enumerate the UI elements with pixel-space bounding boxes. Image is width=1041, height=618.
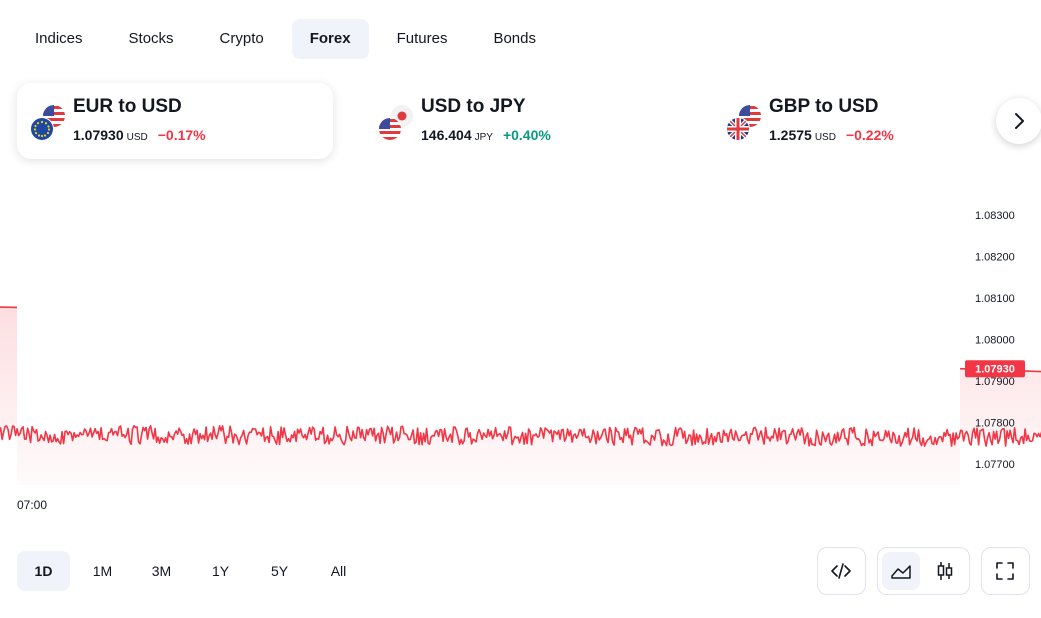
range-all[interactable]: All [330,563,347,579]
range-selector: 1D 1M 3M 1Y 5Y All [17,551,371,591]
range-1y[interactable]: 1Y [211,563,230,579]
symbol-change: +0.40% [502,127,551,143]
price-chart[interactable]: 1.08300 1.08200 1.08100 1.08000 1.07900 1.078… [0,180,1041,520]
fullscreen-button[interactable] [986,552,1024,590]
usd-jpy-flags-icon [378,105,413,141]
embed-button[interactable] [822,552,860,590]
symbol-price-row: 1.07930 USD −0.17% [73,127,206,143]
symbol-name: USD to JPY [421,96,526,117]
candlestick-chart-button[interactable] [926,552,964,590]
symbol-currency: USD [814,132,836,143]
next-symbols-button[interactable] [996,98,1041,144]
fullscreen-icon [996,562,1014,580]
chevron-right-icon [1015,113,1024,129]
price-area-fill [0,307,1041,485]
symbol-currency: USD [126,132,148,143]
symbol-card-eurusd[interactable]: EUR to USD 1.07930 USD −0.17% [17,83,333,159]
last-price-marker: 1.07930 [965,360,1025,378]
embed-button-group [817,547,866,595]
symbol-card-gbpusd[interactable]: GBP to USD 1.2575 USD −0.22% [713,83,1029,159]
y-axis: 1.08300 1.08200 1.08100 1.08000 1.07900 1.078… [975,210,1015,471]
x-axis: 07:0009:0012:0015:0018:0021:002603:0006:… [17,498,47,512]
symbol-cards: EUR to USD 1.07930 USD −0.17% USD to JPY 1… [17,83,1041,159]
price-line [0,306,1041,447]
symbol-name: GBP to USD [769,96,879,117]
range-1d[interactable]: 1D [17,551,70,591]
candlestick-icon [937,562,953,580]
symbol-price-row: 1.2575 USD −0.22% [769,127,894,143]
tab-futures[interactable]: Futures [396,30,448,47]
eur-usd-flags-icon [30,105,65,141]
market-tabs: Indices Stocks Crypto Forex Futures Bond… [17,19,564,59]
tab-indices[interactable]: Indices [35,30,83,47]
area-chart-icon [891,565,911,579]
x-tick-label: 07:00 [17,498,47,512]
range-1m[interactable]: 1M [92,563,113,579]
last-price-label: 1.07930 [975,364,1015,376]
symbol-card-usdjpy[interactable]: USD to JPY 146.404 JPY +0.40% [365,83,681,159]
tab-crypto[interactable]: Crypto [219,30,264,47]
y-tick-label: 1.07800 [975,418,1015,430]
gbp-usd-flags-icon [726,105,761,141]
y-tick-label: 1.07700 [975,459,1015,471]
symbol-price: 1.2575 [769,127,812,143]
y-tick-label: 1.08000 [975,335,1015,347]
symbol-price-row: 146.404 JPY +0.40% [421,127,551,143]
tab-stocks[interactable]: Stocks [128,30,174,47]
y-tick-label: 1.08300 [975,210,1015,222]
y-tick-label: 1.08200 [975,251,1015,263]
symbol-name: EUR to USD [73,96,182,117]
symbol-price: 1.07930 [73,127,124,143]
area-chart-button[interactable] [882,552,920,590]
code-icon [831,563,851,579]
tab-forex[interactable]: Forex [291,19,369,59]
range-5y[interactable]: 5Y [270,563,289,579]
y-tick-label: 1.07900 [975,376,1015,388]
chart-style-group [877,547,970,595]
symbol-currency: JPY [474,132,493,143]
fullscreen-button-group [981,547,1030,595]
symbol-change: −0.22% [845,127,894,143]
range-3m[interactable]: 3M [151,563,172,579]
last-price-badge [965,360,1025,378]
symbol-price: 146.404 [421,127,472,143]
y-tick-label: 1.08100 [975,293,1015,305]
symbol-change: −0.17% [157,127,206,143]
tab-bonds[interactable]: Bonds [493,30,536,47]
